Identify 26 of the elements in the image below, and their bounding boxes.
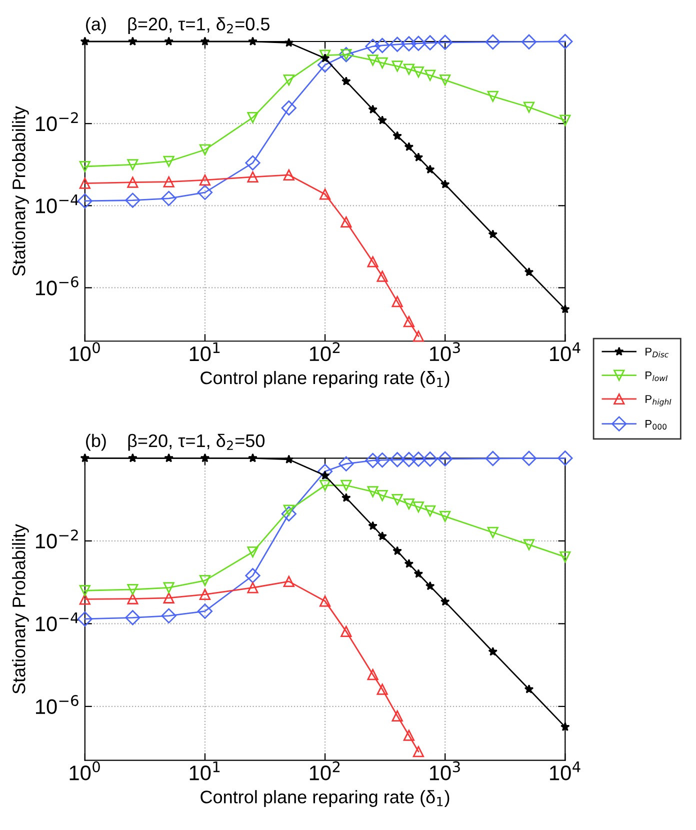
legend-label: P$_{Disc}$ (646, 348, 669, 358)
y-tick-label: 10$^{−6}$ (36, 276, 78, 296)
y-tick-label: 10$^{−6}$ (36, 695, 78, 714)
y-tick-label: 10$^{−4}$ (36, 194, 78, 214)
x-axis-title: Control plane reparing rate (δ$_{1}$) (200, 790, 450, 807)
y-axis-title: Stationary Probability (12, 524, 29, 694)
x-tick-label: 10$^{4}$ (550, 761, 580, 780)
x-axis-title: Control plane reparing rate (δ$_{1}$) (200, 370, 450, 388)
y-tick-label: 10$^{−4}$ (36, 612, 78, 632)
x-tick-label: 10$^{3}$ (430, 761, 460, 780)
legend-label: P$_{lowI}$ (646, 372, 668, 382)
legend-label: P$_{highI}$ (646, 395, 672, 406)
x-tick-label: 10$^{2}$ (310, 342, 340, 362)
x-tick-label: 10$^{2}$ (310, 761, 340, 780)
chart-title: (a) β=20, τ=1, δ$_{2}$=0.5 (86, 17, 270, 34)
x-tick-label: 10$^{1}$ (190, 342, 220, 362)
y-tick-label: 10$^{−2}$ (36, 112, 78, 132)
y-axis-title: Stationary Probability (12, 106, 29, 276)
x-tick-label: 10$^{0}$ (70, 342, 100, 362)
x-tick-label: 10$^{0}$ (70, 761, 100, 780)
x-tick-label: 10$^{3}$ (430, 342, 460, 362)
legend-label: P$_{000}$ (646, 420, 667, 430)
x-tick-label: 10$^{1}$ (190, 761, 220, 780)
y-tick-label: 10$^{−2}$ (36, 530, 78, 549)
x-tick-label: 10$^{4}$ (550, 342, 580, 362)
chart-title: (b) β=20, τ=1, δ$_{2}$=50 (86, 434, 265, 451)
